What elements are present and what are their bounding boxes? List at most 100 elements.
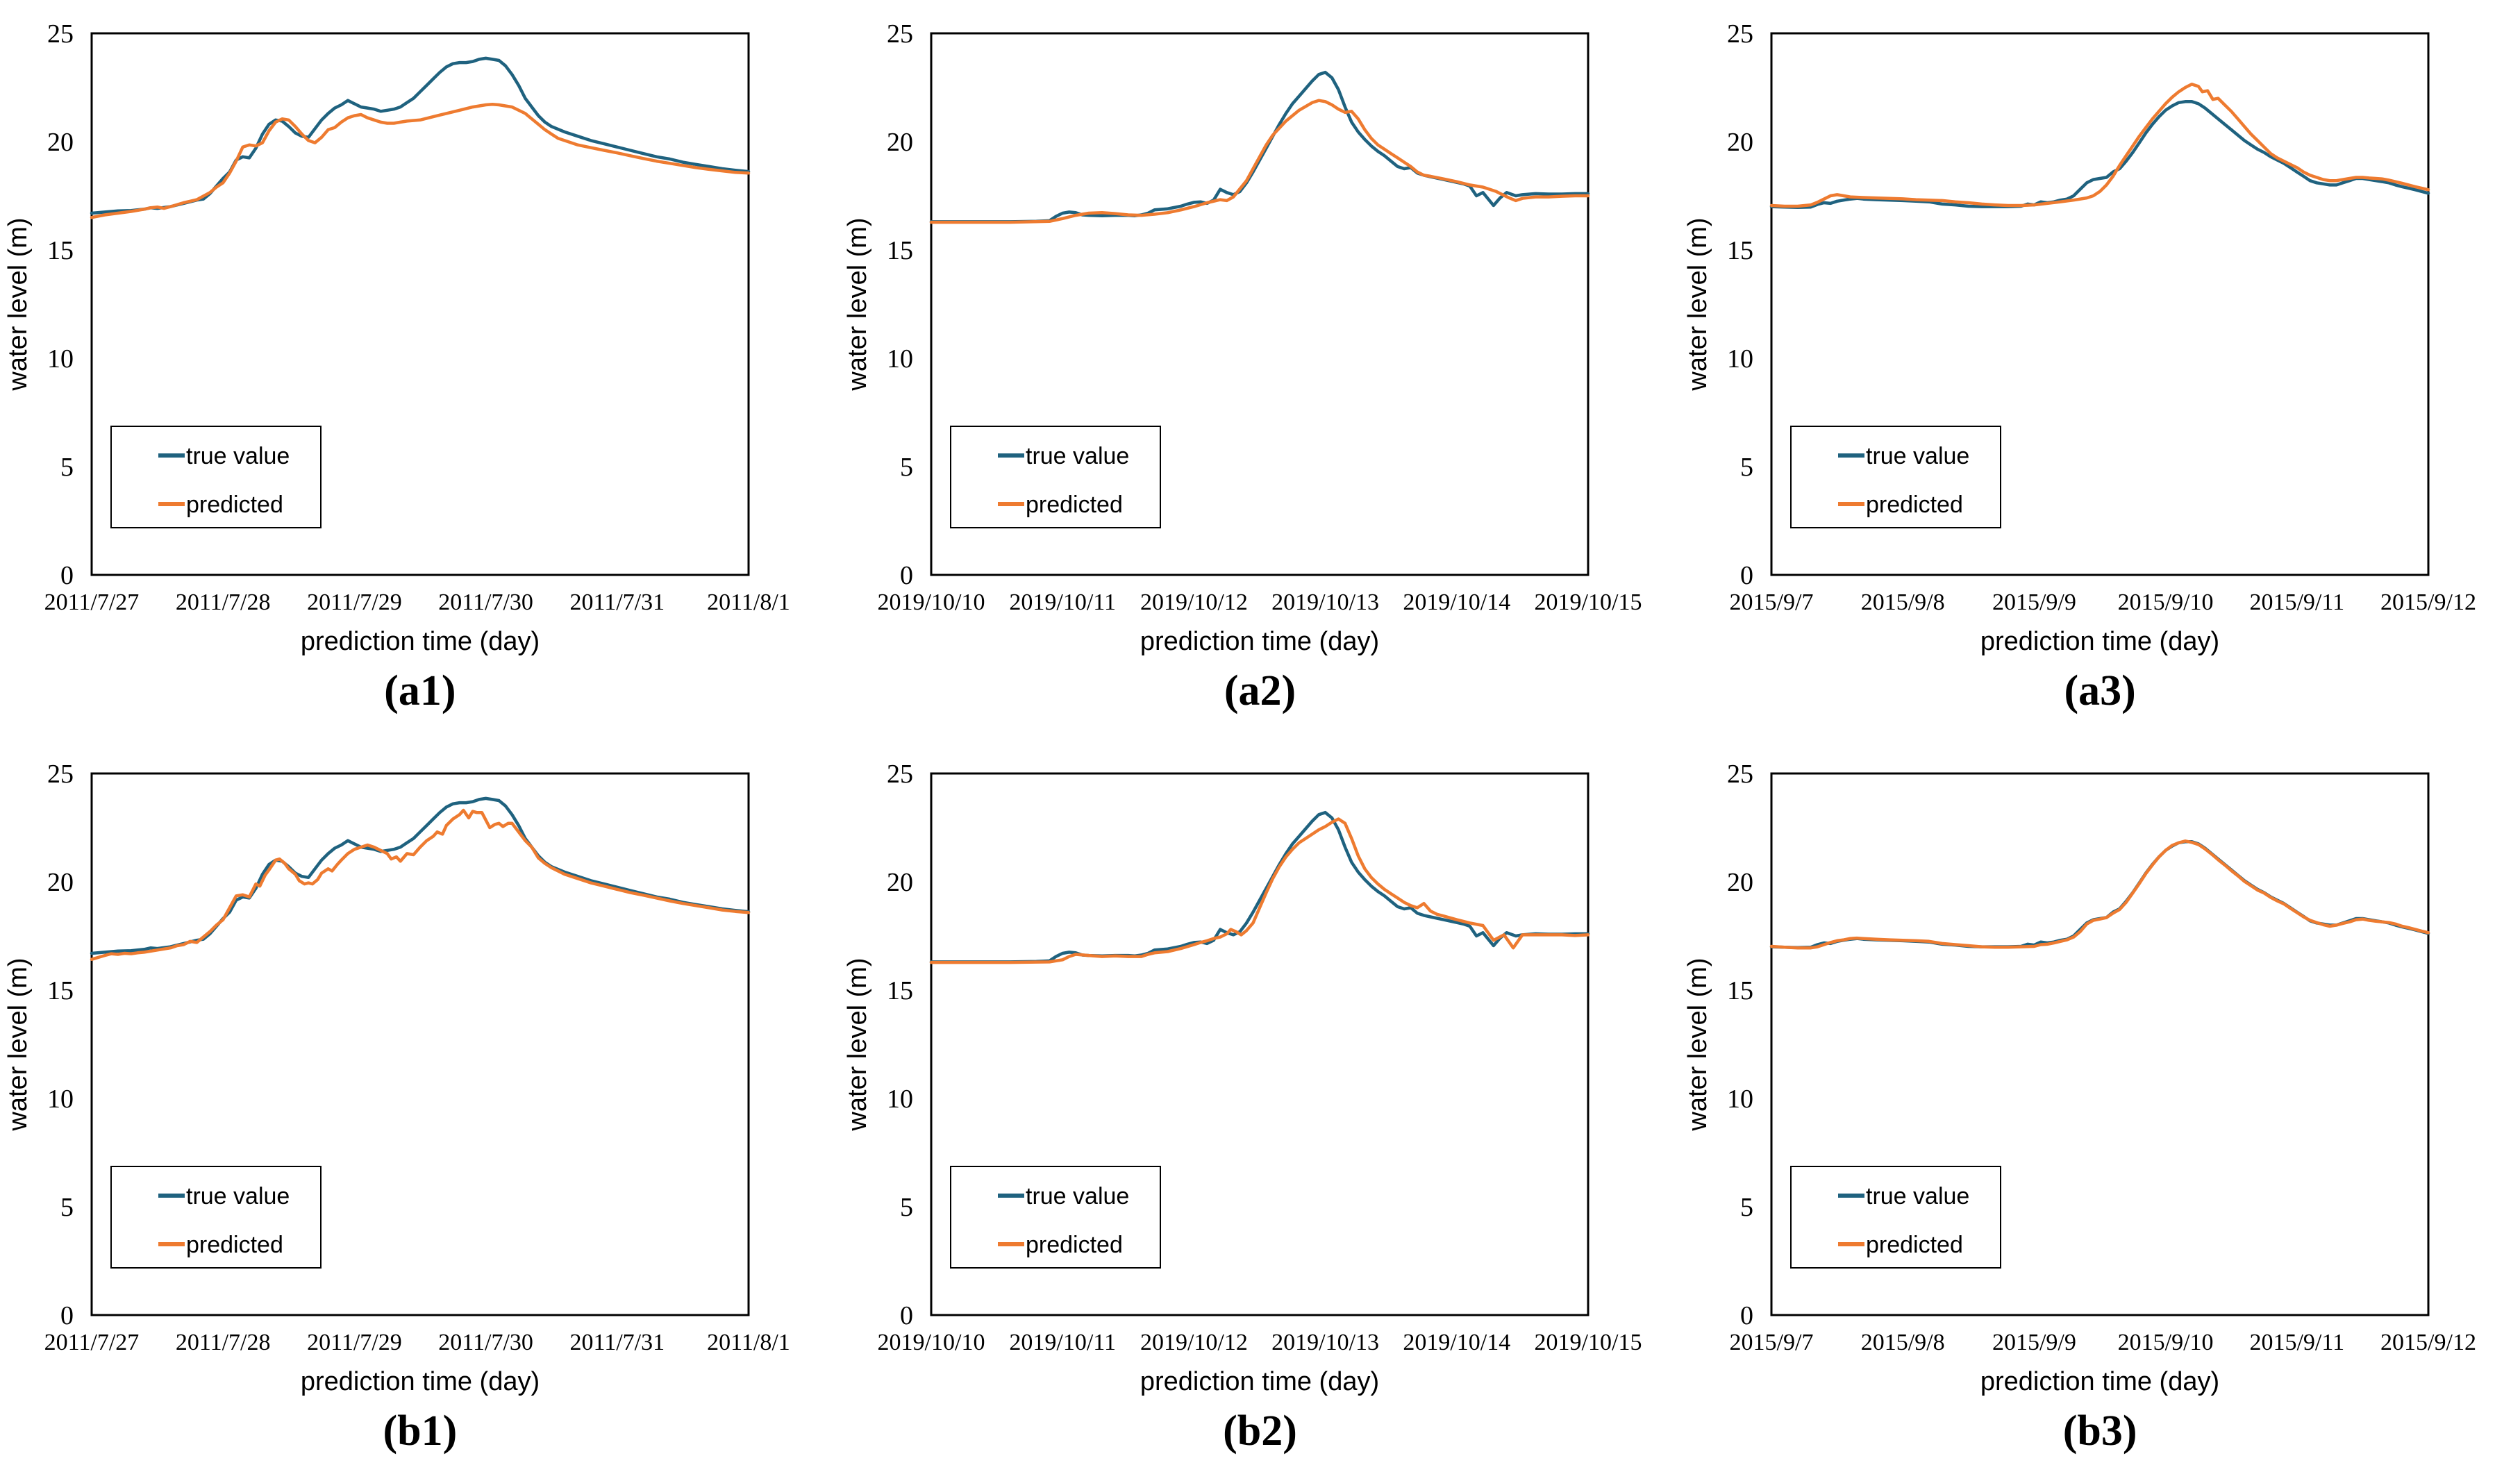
x-tick-label: 2019/10/14 (1403, 589, 1511, 615)
y-tick-label: 10 (887, 1085, 913, 1114)
y-tick-label: 25 (887, 19, 913, 49)
x-tick-label: 2015/9/11 (2250, 589, 2345, 615)
x-tick-label: 2011/7/30 (438, 1330, 533, 1355)
x-tick-label: 2011/7/29 (307, 589, 402, 615)
y-tick-label: 5 (1740, 1193, 1753, 1222)
chart-a3: 0 5 10 15 20 25 2015/9/7 2015/9/8 2015/9/9 2015/9… (1683, 19, 2476, 656)
x-tick-label: 2011/7/27 (44, 1330, 140, 1355)
x-tick-label: 2019/10/11 (1010, 589, 1117, 615)
legend-label-predicted: predicted (1866, 492, 1963, 518)
x-tick-label: 2011/7/31 (569, 589, 665, 615)
x-tick-label: 2015/9/7 (1730, 589, 1814, 615)
y-tick-label: 10 (1727, 344, 1753, 374)
series-line-predicted (1769, 83, 2430, 208)
y-tick-label: 5 (900, 1193, 913, 1222)
y-tick-label: 10 (47, 1085, 74, 1114)
x-tick-label: 2019/10/14 (1403, 1330, 1511, 1355)
plot-border (90, 772, 750, 1316)
x-axis-title: prediction time (day) (1140, 627, 1379, 656)
y-tick-label: 20 (887, 128, 913, 157)
x-tick-label: 2019/10/15 (1535, 589, 1642, 615)
y-axis-title: water level (m) (843, 957, 872, 1131)
x-tick-label: 2019/10/12 (1140, 589, 1248, 615)
legend-label-predicted: predicted (186, 492, 283, 518)
y-tick-label: 5 (60, 1193, 74, 1222)
legend-label-true-value: true value (1866, 1183, 1969, 1210)
y-axis-title: water level (m) (1683, 957, 1712, 1131)
series-line-predicted (930, 817, 1590, 964)
x-tick-label: 2011/7/28 (176, 1330, 271, 1355)
chart-b1: 0 5 10 15 20 25 2011/7/27 2011/7/28 2011/7/29 201… (3, 760, 790, 1396)
x-tick-label: 2011/7/31 (569, 1330, 665, 1355)
y-tick-label: 15 (887, 976, 913, 1005)
y-tick-label: 10 (887, 344, 913, 374)
x-tick-label: 2019/10/12 (1140, 1330, 1248, 1355)
legend-box (1790, 426, 2002, 528)
plot-border (1770, 32, 2430, 576)
chart-a1: 0 5 10 15 20 25 2011/7/27 2011/7/28 2011/7/29 201… (3, 19, 790, 656)
series-line-true-value (90, 56, 751, 215)
x-tick-label: 2011/7/28 (176, 589, 271, 615)
caption-a1: (a1) (384, 667, 456, 714)
y-tick-label: 5 (900, 453, 913, 482)
caption-a3: (a3) (2064, 667, 2136, 714)
caption-a2: (a2) (1224, 667, 1296, 714)
x-axis-title: prediction time (day) (301, 1367, 540, 1396)
x-tick-label: 2015/9/12 (2380, 1330, 2476, 1355)
y-tick-label: 0 (1740, 561, 1753, 590)
x-tick-label: 2019/10/13 (1272, 1330, 1380, 1355)
x-tick-label: 2019/10/15 (1535, 1330, 1642, 1355)
y-tick-label: 20 (47, 128, 74, 157)
y-tick-label: 5 (1740, 453, 1753, 482)
subplot-b2: 0 5 10 15 20 25 2019/10/10 2019/10/11 2019/10/12… (840, 740, 1680, 1480)
y-axis-title: water level (m) (3, 217, 33, 391)
series-line-predicted (930, 99, 1590, 224)
x-tick-label: 2011/7/27 (44, 589, 140, 615)
legend-box (110, 1166, 322, 1269)
x-axis-title: prediction time (day) (1980, 627, 2219, 656)
plot-border (930, 32, 1589, 576)
x-tick-label: 2011/8/1 (707, 1330, 790, 1355)
legend-label-true-value: true value (1026, 443, 1129, 469)
x-tick-label: 2011/7/29 (307, 1330, 402, 1355)
y-tick-label: 15 (1727, 236, 1753, 265)
subplot-a3: 0 5 10 15 20 25 2015/9/7 2015/9/8 2015/9/9 2015/9… (1680, 0, 2520, 740)
chart-a2: 0 5 10 15 20 25 2019/10/10 2019/10/11 2019/10/12… (843, 19, 1642, 656)
y-tick-label: 25 (47, 760, 74, 789)
legend-label-predicted: predicted (186, 1232, 283, 1258)
legend-label-true-value: true value (186, 1183, 290, 1210)
y-tick-label: 25 (1727, 760, 1753, 789)
y-tick-label: 20 (47, 868, 74, 897)
x-tick-label: 2015/9/8 (1861, 589, 1945, 615)
x-tick-label: 2015/9/12 (2380, 589, 2476, 615)
y-tick-label: 0 (900, 1301, 913, 1330)
y-tick-label: 20 (887, 868, 913, 897)
legend-label-true-value: true value (186, 443, 290, 469)
y-tick-label: 10 (1727, 1085, 1753, 1114)
series-line-predicted (1769, 839, 2430, 950)
x-tick-label: 2019/10/10 (878, 589, 985, 615)
y-tick-label: 25 (887, 760, 913, 789)
caption-b1: (b1) (383, 1407, 458, 1455)
series-line-predicted (90, 808, 751, 961)
series-line-true-value (1769, 840, 2430, 950)
legend-label-predicted: predicted (1866, 1232, 1963, 1258)
y-tick-label: 5 (60, 453, 74, 482)
y-tick-label: 15 (1727, 976, 1753, 1005)
x-tick-label: 2015/9/9 (1992, 589, 2076, 615)
legend-label-true-value: true value (1026, 1183, 1129, 1210)
x-tick-label: 2015/9/9 (1992, 1330, 2076, 1355)
legend-box (950, 1166, 1162, 1269)
plot-border (1770, 772, 2430, 1316)
y-axis-title: water level (m) (843, 217, 872, 391)
y-tick-label: 20 (1727, 868, 1753, 897)
x-tick-label: 2015/9/8 (1861, 1330, 1945, 1355)
series-line-true-value (90, 796, 751, 955)
series-line-true-value (930, 810, 1590, 964)
legend-box (1790, 1166, 2002, 1269)
subplot-b1: 0 5 10 15 20 25 2011/7/27 2011/7/28 2011/7/29 201… (0, 740, 840, 1480)
x-tick-label: 2011/7/30 (438, 589, 533, 615)
legend-box (950, 426, 1162, 528)
y-axis-title: water level (m) (1683, 217, 1712, 391)
